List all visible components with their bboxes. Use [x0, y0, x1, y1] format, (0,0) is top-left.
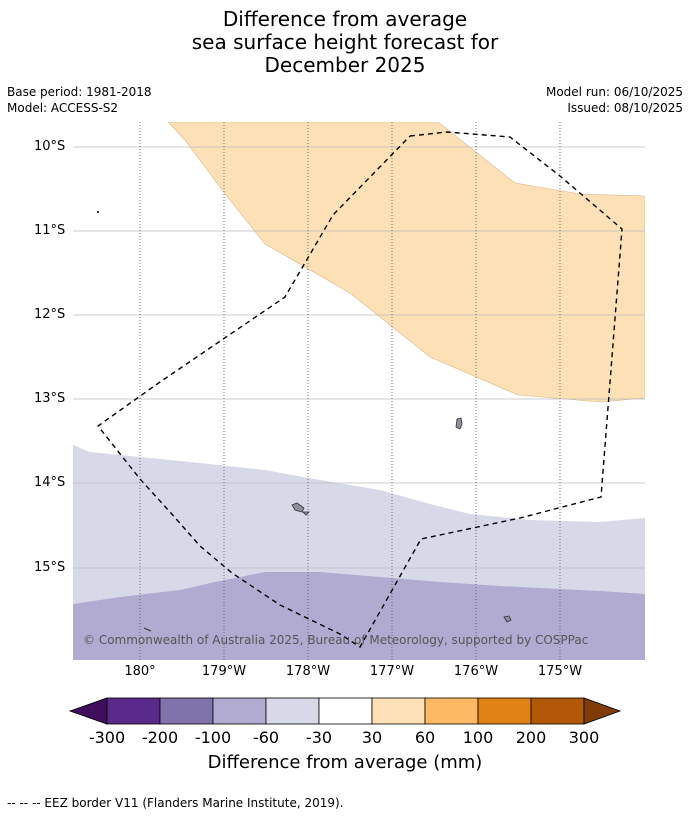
title-line-3: December 2025 — [264, 53, 426, 77]
colorbar-tick-4: -30 — [305, 728, 333, 747]
colorbar-tick-1: -200 — [141, 728, 179, 747]
island-near-176W — [455, 417, 463, 430]
colorbar-extend-high — [583, 697, 622, 725]
lon-label-175W: 175°W — [537, 664, 583, 679]
colorbar-swatch-7 — [477, 697, 532, 725]
anomaly-region-30-60 — [167, 122, 645, 403]
colorbar-swatches — [106, 697, 585, 725]
island-near-175-5W — [503, 615, 512, 623]
colorbar-tick-6: 60 — [414, 728, 436, 747]
lat-label-10S: 10°S — [34, 139, 66, 154]
colorbar-swatch-1 — [159, 697, 214, 725]
meta-right: Model run: 06/10/2025 Issued: 08/10/2025 — [546, 84, 683, 116]
title-line-2: sea surface height forecast for — [191, 30, 499, 54]
lon-label-176W: 176°W — [453, 664, 499, 679]
lon-label-180: 180° — [124, 664, 156, 679]
colorbar-swatch-6 — [424, 697, 479, 725]
lat-label-12S: 12°S — [34, 307, 66, 322]
colorbar-swatch-4 — [318, 697, 373, 725]
colorbar-tick-7: 100 — [462, 728, 494, 747]
lon-label-179W: 179°W — [201, 664, 247, 679]
islet-near-178W — [302, 511, 310, 516]
colorbar-swatch-8 — [530, 697, 585, 725]
colorbar-tick-3: -60 — [252, 728, 280, 747]
meta-left: Base period: 1981-2018 Model: ACCESS-S2 — [7, 84, 152, 116]
lat-label-14S: 14°S — [34, 475, 66, 490]
latitude-gridlines — [73, 146, 645, 569]
colorbar-swatch-2 — [212, 697, 267, 725]
title-line-1: Difference from average — [222, 7, 468, 31]
colorbar-extend-low — [68, 697, 108, 725]
islet-near-180 — [143, 627, 152, 632]
lon-label-177W: 177°W — [369, 664, 415, 679]
colorbar-tick-5: 30 — [361, 728, 383, 747]
map-plot — [73, 122, 645, 660]
eez-footnote: -- -- -- EEZ border V11 (Flanders Marine… — [7, 796, 344, 810]
colorbar-tick-2: -100 — [194, 728, 232, 747]
colorbar-swatch-3 — [265, 697, 320, 725]
chart-title: Difference from average sea surface heig… — [0, 8, 690, 77]
colorbar-swatch-0 — [106, 697, 161, 725]
colorbar-tick-0: -300 — [88, 728, 126, 747]
lat-label-15S: 15°S — [34, 560, 66, 575]
eez-border — [96, 131, 623, 648]
islet-dot — [96, 210, 100, 214]
colorbar-swatch-5 — [371, 697, 426, 725]
lat-label-13S: 13°S — [34, 391, 66, 406]
colorbar-tick-8: 200 — [515, 728, 547, 747]
base-period-text: Base period: 1981-2018 — [7, 85, 152, 99]
copyright-text: © Commonwealth of Australia 2025, Bureau… — [83, 633, 589, 647]
islands — [96, 210, 512, 632]
colorbar-label: Difference from average (mm) — [207, 752, 483, 773]
anomaly-region-neg100-neg60 — [73, 572, 645, 660]
lon-label-178W: 178°W — [285, 664, 331, 679]
colorbar-tick-9: 300 — [568, 728, 600, 747]
island-near-178W — [291, 502, 305, 513]
model-text: Model: ACCESS-S2 — [7, 101, 119, 115]
colorbar — [68, 697, 622, 725]
model-run-text: Model run: 06/10/2025 — [545, 85, 683, 99]
lat-label-11S: 11°S — [34, 223, 66, 238]
issued-text: Issued: 08/10/2025 — [567, 101, 683, 115]
